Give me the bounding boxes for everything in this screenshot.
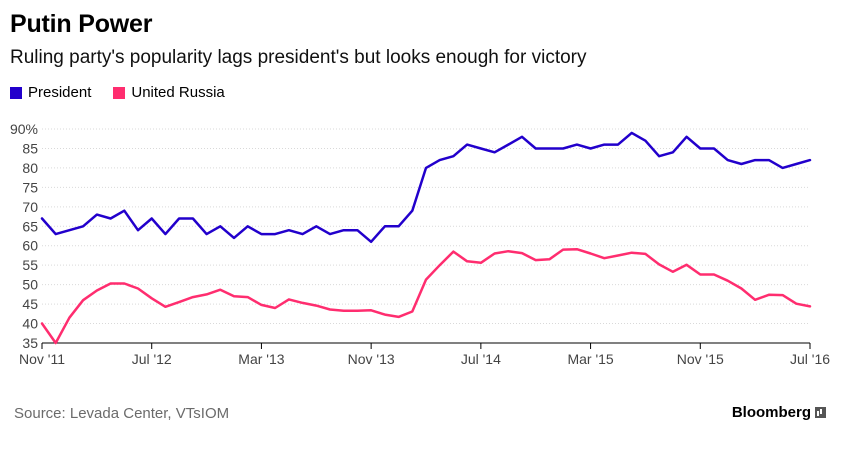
series-line-president	[40, 131, 812, 244]
y-tick-label: 70	[22, 199, 38, 215]
y-tick-label: 90%	[10, 121, 38, 137]
y-tick-label: 85	[22, 140, 38, 156]
x-tick-label: Nov '15	[677, 351, 724, 367]
legend-item-president: President	[10, 84, 91, 101]
legend-swatch-united-russia	[113, 86, 126, 99]
y-tick-label: 55	[22, 257, 38, 273]
x-tick-label: Jul '12	[132, 351, 172, 367]
x-tick-label: Nov '11	[19, 351, 65, 367]
legend: President United Russia	[10, 84, 247, 101]
source-note: Source: Levada Center, VTsIOM	[14, 405, 230, 422]
x-tick-label: Nov '13	[348, 351, 395, 367]
y-tick-label: 50	[22, 277, 38, 293]
bloomberg-bars-icon	[815, 407, 826, 418]
brand-name: Bloomberg	[731, 404, 811, 421]
chart-title: Putin Power	[10, 10, 153, 38]
brand-logo: Bloomberg	[732, 404, 826, 421]
legend-label-president: President	[28, 84, 92, 101]
legend-swatch-president	[10, 86, 22, 99]
y-tick-label: 80	[22, 160, 38, 176]
y-tick-label: 65	[22, 218, 38, 234]
x-tick-label: Mar '15	[567, 351, 613, 367]
series-line-united-russia	[40, 247, 812, 345]
chart-subtitle: Ruling party's popularity lags president…	[10, 47, 587, 68]
y-tick-label: 35	[22, 335, 38, 351]
x-tick-label: Mar '13	[238, 351, 284, 367]
x-tick-label: Jul '14	[461, 351, 501, 367]
y-tick-label: 45	[22, 296, 38, 312]
y-tick-label: 40	[22, 316, 38, 332]
legend-item-united-russia: United Russia	[113, 84, 225, 101]
legend-label-united-russia: United Russia	[131, 84, 225, 101]
x-tick-label: Jul '16	[790, 351, 830, 367]
y-tick-label: 60	[22, 238, 38, 254]
y-tick-label: 75	[22, 179, 38, 195]
